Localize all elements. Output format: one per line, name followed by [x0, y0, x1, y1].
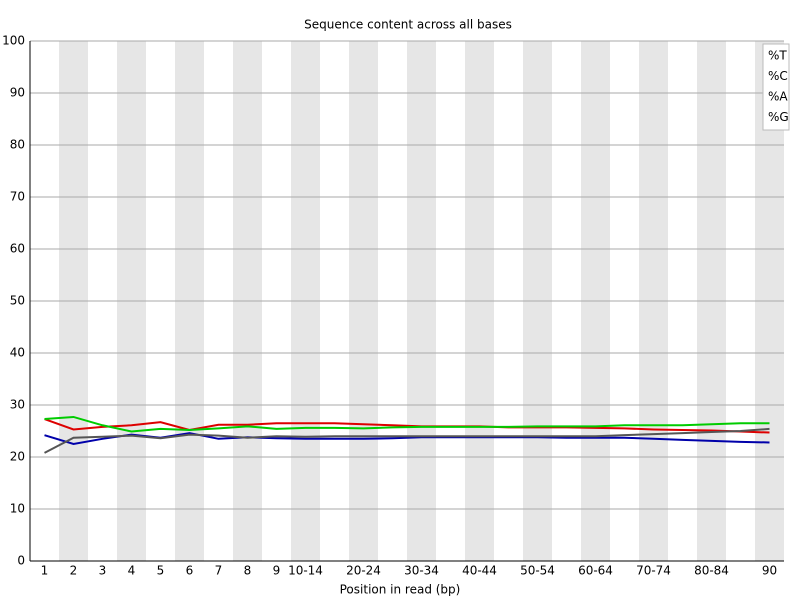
y-tick-label: 30 — [10, 398, 25, 412]
y-tick-label: 40 — [10, 346, 25, 360]
y-tick-label: 80 — [10, 138, 25, 152]
chart-title: Sequence content across all bases — [304, 18, 512, 32]
series-line — [44, 427, 770, 454]
series-line — [44, 415, 770, 433]
x-tick-label: 90 — [762, 564, 777, 578]
x-tick-label: 10-14 — [288, 564, 323, 578]
x-tick-label: 70-74 — [636, 564, 671, 578]
x-tick-label: 40-44 — [462, 564, 497, 578]
x-tick-label: 60-64 — [578, 564, 613, 578]
series-line — [44, 418, 770, 434]
x-tick-label: 20-24 — [346, 564, 381, 578]
legend-entry: %T — [768, 49, 787, 63]
x-tick-label: 5 — [157, 564, 165, 578]
legend-box — [762, 43, 790, 131]
y-tick-label: 70 — [10, 190, 25, 204]
x-tick-label: 4 — [128, 564, 136, 578]
x-tick-label: 3 — [99, 564, 107, 578]
y-tick-label: 100 — [2, 34, 25, 48]
y-tick-label: 10 — [10, 502, 25, 516]
x-tick-label: 7 — [215, 564, 223, 578]
x-tick-label: 8 — [244, 564, 252, 578]
x-axis-label: Position in read (bp) — [340, 583, 461, 597]
legend-entry: %G — [768, 110, 789, 124]
y-tick-label: 50 — [10, 294, 25, 308]
x-tick-label: 6 — [186, 564, 194, 578]
y-tick-label: 60 — [10, 242, 25, 256]
x-tick-label: 2 — [70, 564, 78, 578]
x-tick-label: 80-84 — [694, 564, 729, 578]
y-tick-label: 20 — [10, 450, 25, 464]
x-tick-label: 30-34 — [404, 564, 439, 578]
x-tick-label: 9 — [273, 564, 281, 578]
legend-entry: %C — [768, 69, 788, 83]
y-tick-label: 0 — [17, 554, 25, 568]
x-tick-label: 1 — [41, 564, 49, 578]
y-tick-label: 90 — [10, 86, 25, 100]
x-tick-label: 50-54 — [520, 564, 555, 578]
legend-entry: %A — [768, 90, 788, 104]
